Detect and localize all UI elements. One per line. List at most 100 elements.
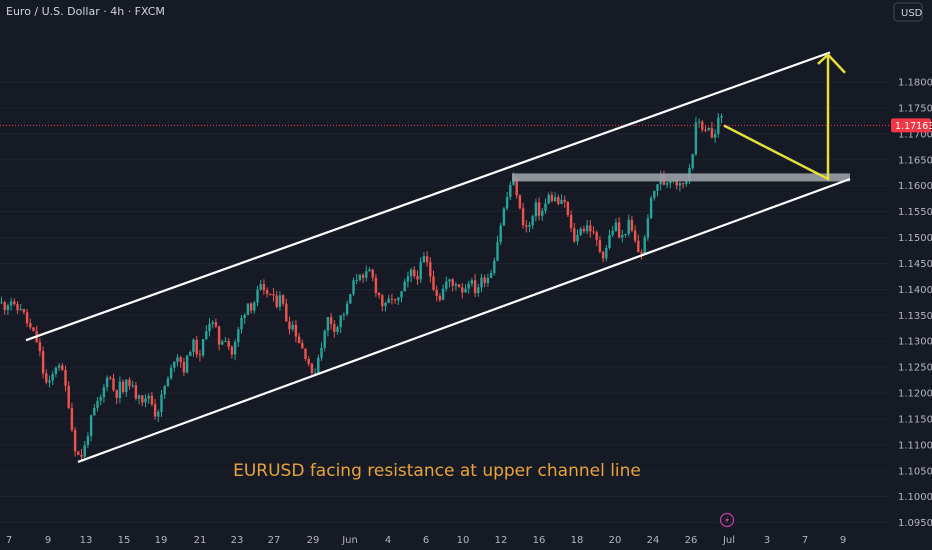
candle-body [685,180,688,184]
candle-body [153,404,157,417]
y-tick-label: 1.10000 [898,492,932,503]
x-tick-label: 13 [80,535,93,546]
y-tick-label: 1.15500 [898,207,932,218]
candle-body [390,298,394,300]
candle-body [131,385,134,387]
candle-body [531,216,534,225]
y-tick-label: 1.17000 [898,129,932,140]
candle-body [112,378,115,391]
candle-body [288,321,291,330]
y-tick-label: 1.16000 [898,181,932,192]
candle-body [537,202,541,216]
candle-body [646,218,650,238]
candle-body [211,322,214,324]
candle-body [505,196,509,209]
x-tick-label: 21 [194,535,207,546]
lightning-bolt-icon[interactable] [719,512,735,528]
candle-body [70,407,74,430]
projection-path[interactable] [723,54,830,182]
candle-body [230,346,234,355]
candle-body [467,283,470,289]
candle-body [99,397,102,401]
candle-body [329,317,333,325]
x-tick-label: 9 [840,535,846,546]
candle-body [61,365,64,371]
candle-body [563,199,566,202]
candle-body [6,305,10,311]
candle-body [355,279,358,281]
price-axis[interactable] [890,0,932,530]
candle-body [438,295,442,300]
candle-body [278,295,282,307]
candle-body [86,436,90,446]
candle-body [176,357,179,362]
candle-body [512,178,515,185]
candle-body [413,269,416,277]
x-tick-label: 23 [231,535,244,546]
candle-body [665,183,669,185]
candle-body [627,219,630,234]
candle-body [521,208,525,226]
symbol-title[interactable]: Euro / U.S. Dollar · 4h · FXCM [6,5,165,18]
candle-body [294,324,298,337]
candle-body [3,302,6,311]
candle-body [419,262,422,280]
candle-body [502,208,506,226]
candle-body [41,351,45,374]
candle-body [534,202,538,217]
x-tick-label: 6 [423,535,429,546]
candle-body [227,341,230,347]
candle-body [422,256,426,263]
candle-body [691,154,694,169]
candle-body [640,251,643,254]
candle-body [611,230,614,236]
candle-body [237,329,240,343]
projection-arrow-head [817,52,846,74]
currency-button[interactable] [893,2,923,22]
candle-body [387,298,390,303]
candle-body [83,445,86,457]
candle-body [256,289,259,303]
candle-body [358,274,362,280]
candle-body [310,363,314,374]
candle-body [144,398,147,403]
y-tick-label: 1.18000 [898,78,932,89]
x-tick-label: 15 [118,535,131,546]
x-tick-label: 20 [609,535,622,546]
candle-body [45,373,48,383]
candle-body [710,128,714,138]
candle-body [259,284,262,290]
candle-body [160,394,163,412]
candle-body [713,133,717,138]
y-tick-label: 1.13500 [898,311,932,322]
candle-body [416,276,419,280]
resistance-zone[interactable] [512,173,850,182]
candle-body [9,301,13,306]
candle-body [16,304,19,311]
candle-body [608,235,611,248]
candle-body [105,377,109,388]
candle-body [384,302,387,307]
candle-body [624,233,627,235]
currency-button-label[interactable]: USD [901,8,923,19]
upper-channel-line[interactable] [25,51,831,342]
candle-body [470,280,474,284]
candle-body [54,367,58,375]
candle-body [77,451,80,455]
time-axis[interactable] [0,530,890,550]
lower-channel-line[interactable] [77,177,851,463]
candles [0,113,723,460]
candle-body [720,116,723,118]
candle-body [192,339,195,353]
candle-body [589,225,592,232]
candle-body [185,355,189,373]
candle-body [297,336,301,344]
candle-body [73,429,77,452]
x-tick-label: 10 [457,535,470,546]
candle-body [403,281,406,292]
candle-body [272,294,275,296]
candle-body [573,228,576,242]
candle-body [441,288,445,300]
